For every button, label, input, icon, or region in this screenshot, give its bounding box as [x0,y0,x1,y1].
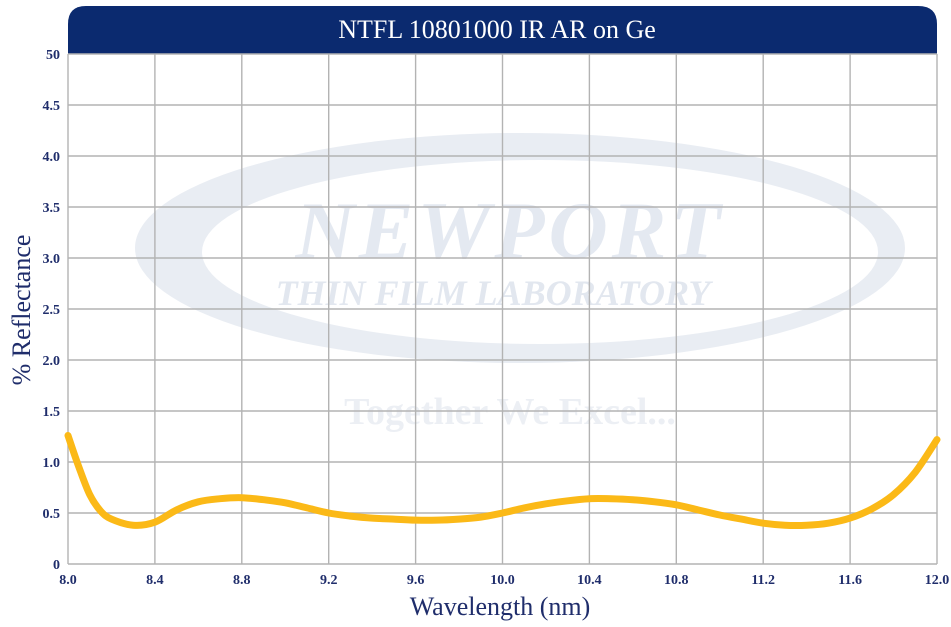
y-axis-title: % Reflectance [7,235,36,386]
y-tick-label: 50 [46,48,60,63]
x-axis-ticks: 8.0 8.4 8.8 9.2 9.6 10.0 10.4 10.8 11.2 11.6 12.0 [59,573,949,588]
title-bar [68,6,937,54]
series-line-0 [64,432,941,529]
y-tick-label: 0 [53,558,60,573]
x-tick-label: 11.2 [751,573,775,588]
x-tick-label: 8.0 [59,573,77,588]
y-tick-label: 1.5 [43,405,61,420]
x-tick-label: 9.6 [407,573,425,588]
x-tick-label: 10.4 [577,573,602,588]
watermark-logo: NEWPORT THIN FILM LABORATORY Together We… [135,133,905,433]
x-tick-label: 10.8 [664,573,689,588]
y-tick-label: 2.5 [43,303,61,318]
y-tick-label: 2.0 [43,354,61,369]
x-tick-label: 9.2 [320,573,338,588]
x-tick-label: 10.0 [490,573,515,588]
watermark-line3: Together We Excel... [344,391,676,433]
x-tick-label: 12.0 [925,573,950,588]
y-tick-label: 1.0 [43,456,61,471]
series-layer [64,432,941,529]
y-tick-label: 3.5 [43,201,61,216]
y-axis-ticks: 0 0.5 1.0 1.5 2.0 2.5 3.0 3.5 4.0 4.5 50 [43,48,61,573]
x-axis-title: Wavelength (nm) [410,592,591,621]
watermark-line2: THIN FILM LABORATORY [276,273,714,313]
grid [67,53,938,565]
x-tick-label: 8.8 [233,573,251,588]
x-tick-label: 8.4 [146,573,164,588]
y-tick-label: 4.5 [43,99,61,114]
watermark-line1: NEWPORT [295,185,725,276]
y-tick-label: 0.5 [43,507,61,522]
x-tick-label: 11.6 [838,573,862,588]
y-tick-label: 4.0 [43,150,61,165]
chart-title: NTFL 10801000 IR AR on Ge [338,15,656,44]
y-tick-label: 3.0 [43,252,61,267]
